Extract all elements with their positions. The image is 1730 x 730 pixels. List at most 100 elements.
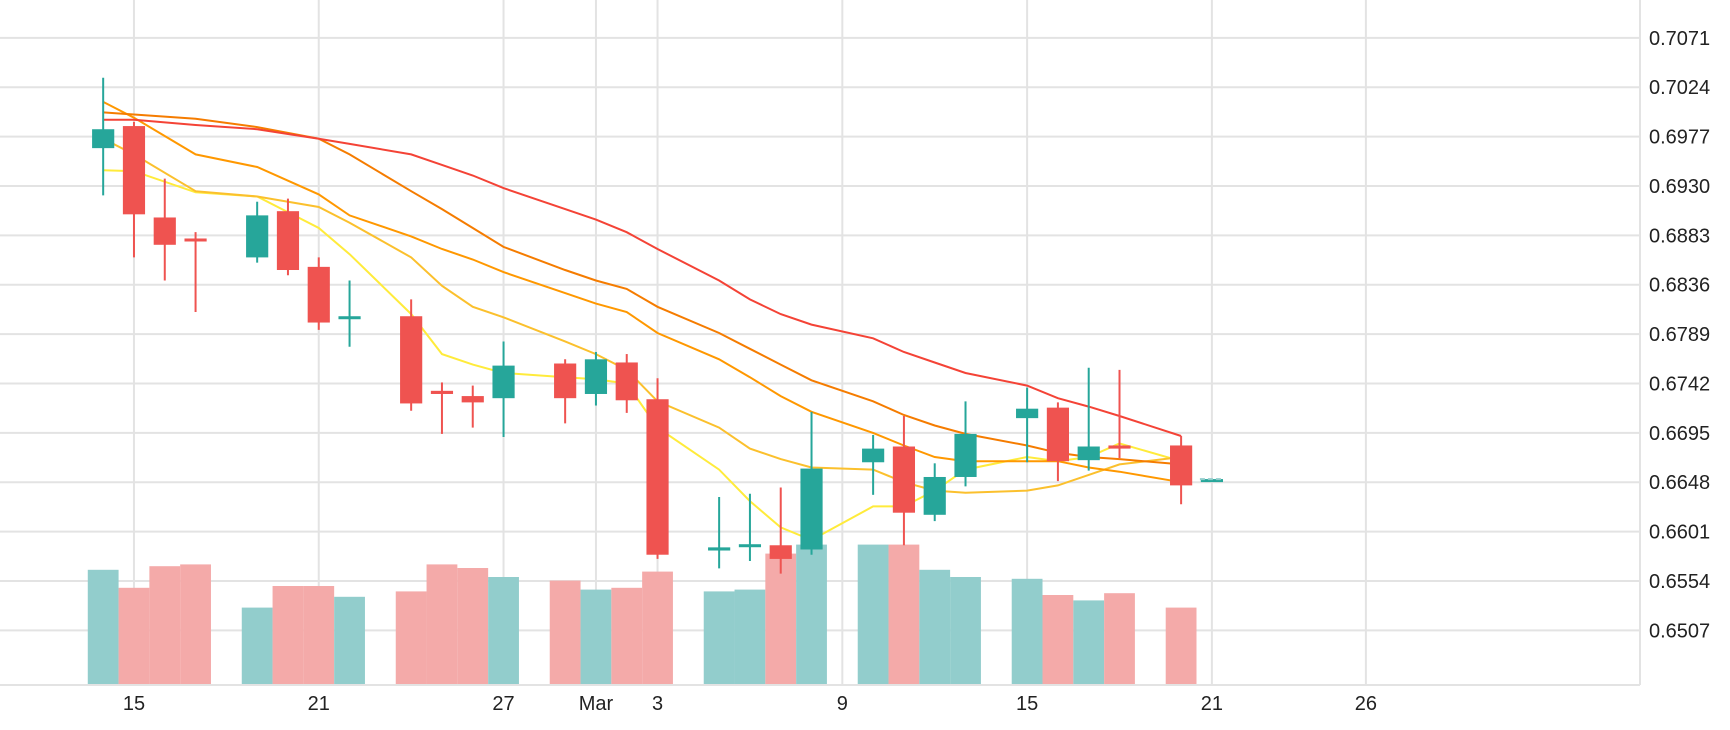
y-tick-label-4: 0.6883 (1649, 225, 1710, 247)
y-tick-label-9: 0.6648 (1649, 472, 1710, 494)
candle-28 (1170, 436, 1193, 505)
candle-15 (646, 378, 669, 559)
candle-body (184, 238, 207, 242)
moving-average-3 (102, 101, 1182, 484)
price-candles (92, 77, 1223, 574)
candle-body (615, 362, 638, 401)
x-tick-label-1: 21 (308, 693, 330, 715)
candle-body (554, 363, 577, 399)
candle-body (584, 359, 608, 394)
candle-23 (954, 401, 977, 487)
candle-4 (246, 201, 269, 263)
volume-bar-11 (488, 577, 519, 685)
y-tick-labels: 0.7071 0.7024 0.6977 0.6930 0.6883 0.6836 0.67… (1649, 28, 1710, 643)
volume-bars (87, 544, 1197, 685)
candle-body (153, 217, 176, 245)
candle-body (1016, 408, 1039, 419)
volume-bar-25 (1042, 595, 1074, 685)
candle-20 (862, 434, 885, 495)
candle-18 (769, 487, 792, 574)
y-tick-label-10: 0.6601 (1649, 522, 1710, 544)
y-tick-label-1: 0.7024 (1649, 77, 1710, 99)
volume-bar-9 (426, 564, 458, 685)
volume-bar-26 (1073, 600, 1105, 685)
candle-13 (584, 351, 608, 406)
candle-14 (615, 354, 638, 413)
y-tick-label-8: 0.6695 (1649, 423, 1710, 445)
moving-average-2 (102, 137, 1182, 494)
candle-7 (338, 280, 361, 347)
x-tick-label-0: 15 (123, 693, 145, 715)
volume-bar-3 (180, 564, 211, 685)
candle-body (307, 266, 330, 323)
candle-5 (276, 198, 300, 276)
candle-19 (800, 411, 823, 555)
x-tick-label-7: 21 (1201, 693, 1223, 715)
candle-body (430, 390, 454, 394)
volume-bar-27 (1104, 593, 1135, 685)
x-tick-label-5: 9 (837, 693, 848, 715)
candle-body (862, 448, 885, 463)
candle-2 (153, 178, 176, 281)
candle-8 (400, 299, 423, 411)
x-tick-label-6: 15 (1016, 693, 1038, 715)
candle-body (400, 316, 423, 404)
volume-bar-22 (919, 569, 951, 685)
volume-bar-1 (118, 587, 150, 685)
candle-body (646, 399, 669, 555)
volume-bar-0 (87, 569, 119, 685)
candle-26 (1077, 367, 1100, 471)
vertical-gridlines (132, 0, 1367, 685)
candle-17 (738, 493, 762, 562)
volume-bar-28 (1165, 607, 1197, 685)
candle-29 (1200, 479, 1223, 483)
candle-body (1108, 445, 1131, 449)
candle-27 (1108, 369, 1131, 459)
candle-body (1077, 446, 1100, 461)
candle-body (338, 316, 361, 320)
candle-body (122, 126, 146, 215)
candle-9 (430, 382, 454, 434)
candle-body (492, 365, 515, 399)
volume-bar-19 (796, 544, 827, 685)
y-tick-label-11: 0.6554 (1649, 571, 1710, 593)
volume-bar-14 (611, 587, 643, 685)
y-tick-label-5: 0.6836 (1649, 275, 1710, 297)
volume-bar-15 (642, 571, 673, 685)
candle-body (1046, 407, 1070, 462)
volume-bar-12 (549, 580, 581, 685)
y-tick-label-0: 0.7071 (1649, 28, 1710, 50)
moving-average-lines (102, 101, 1182, 542)
candle-25 (1046, 402, 1070, 482)
candle-24 (1016, 387, 1039, 463)
x-tick-label-3: Mar (579, 693, 614, 715)
candle-body (954, 433, 977, 477)
volume-bar-20 (857, 544, 889, 685)
candle-21 (892, 416, 916, 546)
y-tick-label-7: 0.6742 (1649, 373, 1710, 395)
moving-average-4 (103, 111, 1182, 466)
candle-body (769, 545, 792, 559)
candle-body (276, 211, 300, 271)
volume-bar-4 (241, 607, 273, 685)
volume-bar-8 (395, 591, 427, 685)
y-tick-label-6: 0.6789 (1649, 324, 1710, 346)
candle-12 (554, 359, 577, 424)
x-tick-label-4: 3 (652, 693, 663, 715)
volume-bar-5 (272, 586, 304, 685)
volume-bar-18 (765, 553, 797, 685)
candle-16 (708, 496, 731, 569)
x-tick-labels: 15 21 27 Mar 3 9 15 21 26 (123, 693, 1377, 715)
candle-body (892, 446, 916, 513)
volume-bar-7 (334, 596, 365, 685)
volume-bar-6 (303, 586, 335, 685)
y-tick-label-2: 0.6977 (1649, 127, 1710, 149)
candle-1 (122, 121, 146, 258)
volume-bar-21 (888, 544, 920, 685)
volume-bar-13 (580, 589, 612, 685)
x-tick-label-2: 27 (492, 693, 514, 715)
volume-bar-16 (703, 591, 735, 685)
candle-body (1170, 445, 1193, 486)
y-tick-label-12: 0.6507 (1649, 620, 1710, 642)
